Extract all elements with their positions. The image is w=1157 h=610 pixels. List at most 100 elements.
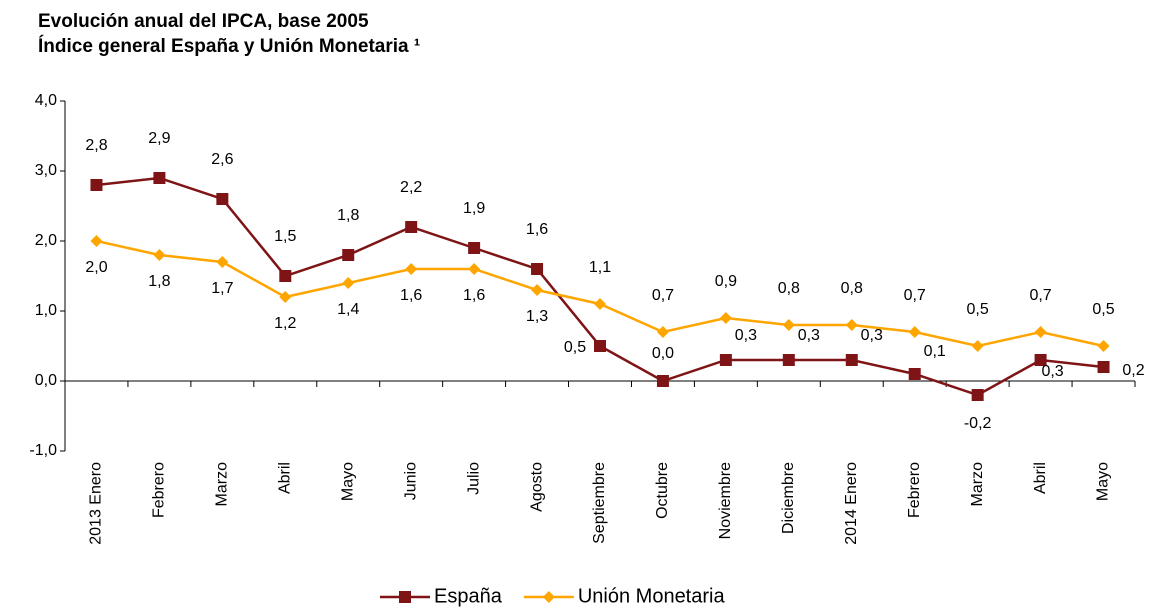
x-tick-label: Marzo bbox=[214, 462, 231, 507]
marker bbox=[845, 354, 858, 366]
marker bbox=[782, 319, 795, 331]
data-label: 0,0 bbox=[652, 345, 674, 362]
data-label: 1,8 bbox=[148, 273, 170, 290]
marker bbox=[594, 340, 606, 352]
data-label: 0,3 bbox=[861, 327, 883, 344]
legend-label: España bbox=[434, 585, 503, 607]
marker bbox=[216, 256, 229, 268]
marker bbox=[1097, 340, 1110, 352]
chart-title: Evolución anual del IPCA, base 2005 bbox=[38, 11, 369, 32]
marker bbox=[1097, 361, 1110, 373]
marker bbox=[782, 354, 795, 366]
marker bbox=[405, 221, 418, 233]
marker bbox=[531, 263, 544, 275]
x-tick-label: Diciembre bbox=[780, 462, 797, 534]
marker bbox=[845, 319, 858, 331]
x-tick-label: Mayo bbox=[339, 462, 356, 501]
data-label: 2,9 bbox=[148, 130, 170, 147]
legend-marker bbox=[399, 591, 411, 603]
x-tick-label: Septiembre bbox=[591, 462, 608, 544]
data-label: 0,2 bbox=[1122, 362, 1144, 379]
data-label: 1,6 bbox=[526, 221, 548, 238]
data-label: 1,4 bbox=[337, 301, 359, 318]
data-label: 0,8 bbox=[841, 280, 863, 297]
data-label: 2,8 bbox=[85, 137, 107, 154]
data-label: 0,5 bbox=[967, 301, 989, 318]
marker bbox=[405, 263, 418, 275]
marker bbox=[279, 291, 292, 303]
marker bbox=[594, 298, 606, 310]
marker bbox=[971, 389, 984, 401]
x-tick-label: Febrero bbox=[906, 462, 923, 518]
legend-label: Unión Monetaria bbox=[578, 585, 726, 607]
y-tick-label: -1,0 bbox=[29, 442, 57, 459]
marker bbox=[90, 179, 103, 191]
data-label: 0,3 bbox=[798, 327, 820, 344]
x-tick-label: Abril bbox=[277, 462, 294, 494]
x-tick-label: Agosto bbox=[528, 462, 545, 512]
line-1 bbox=[96, 239, 1104, 348]
y-tick-label: 1,0 bbox=[35, 302, 57, 319]
legend-marker bbox=[542, 591, 555, 603]
data-label: 0,1 bbox=[924, 343, 946, 360]
marker bbox=[656, 326, 669, 338]
data-label: 0,7 bbox=[1029, 287, 1051, 304]
y-tick-label: 0,0 bbox=[35, 372, 57, 389]
x-tick-label: Mayo bbox=[1095, 462, 1112, 501]
data-label: 0,7 bbox=[652, 287, 674, 304]
marker bbox=[719, 354, 732, 366]
marker bbox=[90, 235, 103, 247]
marker bbox=[1034, 326, 1047, 338]
data-label: 1,6 bbox=[463, 287, 485, 304]
data-label: 1,9 bbox=[463, 200, 485, 217]
marker bbox=[1034, 354, 1047, 366]
data-label: 1,5 bbox=[274, 228, 296, 245]
marker bbox=[656, 375, 669, 387]
x-tick-label: Junio bbox=[402, 462, 419, 500]
data-label: 1,8 bbox=[337, 207, 359, 224]
marker bbox=[342, 277, 355, 289]
marker bbox=[908, 368, 921, 380]
data-label: 0,5 bbox=[1092, 301, 1114, 318]
marker bbox=[216, 193, 229, 205]
marker bbox=[342, 249, 355, 261]
marker bbox=[908, 326, 921, 338]
data-label: 2,2 bbox=[400, 179, 422, 196]
x-tick-label: 2013 Enero bbox=[88, 462, 105, 545]
marker bbox=[468, 263, 481, 275]
y-tick-label: 2,0 bbox=[35, 232, 57, 249]
x-tick-label: Julio bbox=[465, 462, 482, 495]
x-tick-label: Noviembre bbox=[717, 462, 734, 539]
data-label: 2,6 bbox=[211, 151, 233, 168]
data-label: 0,3 bbox=[1041, 363, 1063, 380]
x-tick-label: Octubre bbox=[654, 462, 671, 519]
marker bbox=[531, 284, 544, 296]
data-label: -0,2 bbox=[964, 415, 992, 432]
line-0 bbox=[96, 176, 1104, 397]
x-tick-label: Marzo bbox=[969, 462, 986, 507]
data-label: 2,0 bbox=[85, 259, 107, 276]
data-label: 1,7 bbox=[211, 280, 233, 297]
data-label: 0,7 bbox=[904, 287, 926, 304]
data-label: 1,2 bbox=[274, 315, 296, 332]
y-tick-label: 3,0 bbox=[35, 162, 57, 179]
data-label: 0,5 bbox=[564, 339, 586, 356]
data-label: 1,3 bbox=[526, 308, 548, 325]
x-tick-label: Febrero bbox=[151, 462, 168, 518]
data-label: 1,6 bbox=[400, 287, 422, 304]
marker bbox=[153, 172, 166, 184]
data-label: 0,8 bbox=[778, 280, 800, 297]
marker bbox=[468, 242, 481, 254]
marker bbox=[153, 249, 166, 261]
marker bbox=[971, 340, 984, 352]
x-tick-label: 2014 Enero bbox=[843, 462, 860, 545]
chart-subtitle: Índice general España y Unión Monetaria … bbox=[38, 35, 420, 57]
marker bbox=[719, 312, 732, 324]
data-label: 0,9 bbox=[715, 273, 737, 290]
y-tick-label: 4,0 bbox=[35, 92, 57, 109]
data-label: 1,1 bbox=[589, 259, 611, 276]
marker bbox=[279, 270, 292, 282]
data-label: 0,3 bbox=[735, 327, 757, 344]
x-tick-label: Abril bbox=[1032, 462, 1049, 494]
